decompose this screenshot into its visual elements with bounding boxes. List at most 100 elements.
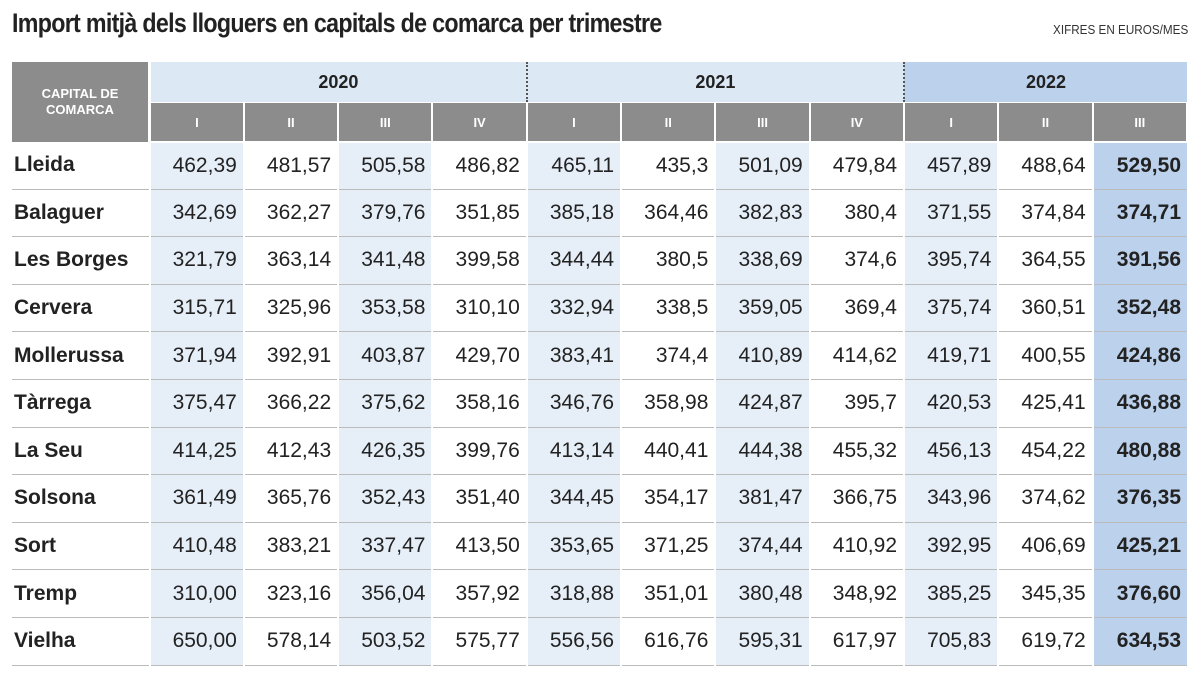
rent-value: 413,50 <box>431 522 527 571</box>
rent-value: 595,31 <box>714 617 810 666</box>
unit-note: XIFRES EN EUROS/MES <box>1052 22 1188 37</box>
rent-value: 359,05 <box>714 284 810 333</box>
rent-value: 425,41 <box>997 379 1093 428</box>
rent-value: 315,71 <box>148 284 244 333</box>
data-row: La Seu 414,25 412,43 426,35 399,76 413,14 440,… <box>12 427 1187 476</box>
rent-value: 321,79 <box>148 236 244 285</box>
data-row: Sort 410,48 383,21 337,47 413,50 353,65 371,25… <box>12 522 1187 571</box>
rent-value: 529,50 <box>1091 142 1187 190</box>
rent-value: 412,43 <box>242 427 339 476</box>
rent-value: 360,51 <box>997 284 1093 333</box>
quarter-header: II <box>242 102 340 143</box>
rent-value: 425,21 <box>1091 522 1187 571</box>
rent-value: 310,00 <box>148 569 244 618</box>
rent-value: 325,96 <box>242 284 339 333</box>
quarter-header: II <box>997 102 1094 143</box>
rent-value: 383,41 <box>525 331 622 380</box>
rent-value: 376,60 <box>1091 569 1187 618</box>
rent-value: 426,35 <box>337 427 433 476</box>
rent-value: 419,71 <box>902 331 999 380</box>
rent-value: 391,56 <box>1091 236 1187 285</box>
data-row: Tàrrega 375,47 366,22 375,62 358,16 346,76 358… <box>12 379 1187 428</box>
quarter-header: I <box>525 102 623 143</box>
rent-value: 341,48 <box>337 236 433 285</box>
city-name: Les Borges <box>12 236 150 285</box>
year-header: 2020 <box>149 62 527 103</box>
rent-value: 374,62 <box>997 474 1093 523</box>
rent-value: 556,56 <box>525 617 622 666</box>
rent-value: 374,44 <box>714 522 810 571</box>
rent-value: 374,4 <box>620 331 716 380</box>
rent-value: 344,45 <box>525 474 622 523</box>
rent-value: 362,27 <box>242 189 339 238</box>
rent-value: 358,16 <box>431 379 527 428</box>
rent-value: 503,52 <box>337 617 433 666</box>
rent-value: 481,57 <box>242 142 339 190</box>
rent-value: 352,43 <box>337 474 433 523</box>
rent-value: 400,55 <box>997 331 1093 380</box>
rent-value: 650,00 <box>148 617 244 666</box>
rent-value: 371,94 <box>148 331 244 380</box>
rent-value: 371,25 <box>620 522 716 571</box>
rent-value: 348,92 <box>808 569 904 618</box>
city-name: Sort <box>12 522 150 571</box>
city-name: Tremp <box>12 569 150 618</box>
quarter-header: I <box>902 102 1000 143</box>
rent-value: 616,76 <box>620 617 716 666</box>
rent-value: 414,62 <box>808 331 904 380</box>
rent-value: 575,77 <box>431 617 527 666</box>
rent-value: 488,64 <box>997 142 1093 190</box>
header-row: I II III IV I II III IV I II III <box>12 102 1189 143</box>
data-row: Tremp 310,00 323,16 356,04 357,92 318,88 351,0… <box>12 569 1187 618</box>
rent-value: 376,35 <box>1091 474 1187 523</box>
rent-value: 363,14 <box>242 236 339 285</box>
rent-value: 380,48 <box>714 569 810 618</box>
title: Import mitjà dels lloguers en capitals d… <box>12 8 662 38</box>
rent-value: 578,14 <box>242 617 339 666</box>
rent-value: 454,22 <box>997 427 1093 476</box>
rent-value: 379,76 <box>337 189 433 238</box>
rent-value: 358,98 <box>620 379 716 428</box>
rent-value: 337,47 <box>337 522 433 571</box>
year-header: 2021 <box>525 62 904 103</box>
rent-value: 374,84 <box>997 189 1093 238</box>
city-name: La Seu <box>12 427 150 476</box>
rent-value: 505,58 <box>337 142 433 190</box>
rent-value: 375,47 <box>148 379 244 428</box>
city-name: Balaguer <box>12 189 150 238</box>
rent-value: 410,48 <box>148 522 244 571</box>
rent-value: 392,95 <box>902 522 999 571</box>
city-name: Vielha <box>12 617 150 666</box>
rent-value: 634,53 <box>1091 617 1187 666</box>
rent-value: 352,48 <box>1091 284 1187 333</box>
rent-value: 619,72 <box>997 617 1093 666</box>
rent-value: 440,41 <box>620 427 716 476</box>
rent-value: 332,94 <box>525 284 622 333</box>
data-row: Solsona 361,49 365,76 352,43 351,40 344,45 354… <box>12 474 1187 523</box>
rent-value: 356,04 <box>337 569 433 618</box>
rent-value: 366,75 <box>808 474 904 523</box>
rent-value: 406,69 <box>997 522 1093 571</box>
rent-value: 399,76 <box>431 427 527 476</box>
rent-value: 353,65 <box>525 522 622 571</box>
data-row: Balaguer 342,69 362,27 379,76 351,85 385,18 36… <box>12 189 1187 238</box>
rent-value: 410,89 <box>714 331 810 380</box>
rent-value: 479,84 <box>808 142 904 190</box>
rent-value: 351,85 <box>431 189 527 238</box>
quarter-header: III <box>337 102 434 143</box>
rent-value: 351,01 <box>620 569 716 618</box>
rent-value: 435,3 <box>620 142 716 190</box>
quarter-header: III <box>1091 102 1189 143</box>
rent-value: 365,76 <box>242 474 339 523</box>
city-name: Tàrrega <box>12 379 150 428</box>
rent-value: 399,58 <box>431 236 527 285</box>
rent-value: 369,4 <box>808 284 904 333</box>
rent-value: 361,49 <box>148 474 244 523</box>
rent-value: 395,74 <box>902 236 999 285</box>
rent-value: 364,55 <box>997 236 1093 285</box>
rent-value: 353,58 <box>337 284 433 333</box>
rent-value: 480,88 <box>1091 427 1187 476</box>
quarter-header: III <box>714 102 811 143</box>
quarter-header: II <box>620 102 717 143</box>
rent-value: 465,11 <box>525 142 622 190</box>
